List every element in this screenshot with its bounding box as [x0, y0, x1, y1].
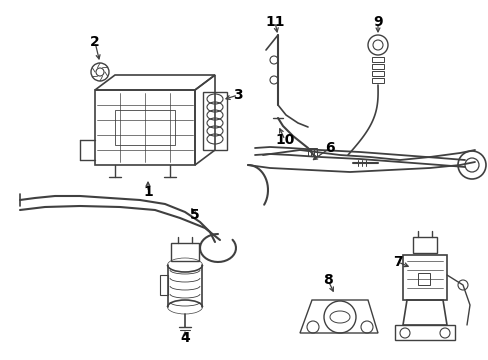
Bar [307, 148, 310, 156]
Bar [371, 71, 383, 76]
Bar [371, 78, 383, 83]
Text: 9: 9 [372, 15, 382, 29]
Bar [310, 148, 313, 156]
Bar [313, 148, 316, 156]
Bar [417, 273, 429, 285]
Text: 1: 1 [143, 185, 153, 199]
Bar [171, 243, 199, 261]
Text: 11: 11 [264, 15, 284, 29]
Text: 6: 6 [325, 141, 334, 155]
Text: 7: 7 [392, 255, 402, 269]
Bar [412, 237, 436, 253]
Text: 2: 2 [90, 35, 100, 49]
Text: 5: 5 [190, 208, 200, 222]
Text: 8: 8 [323, 273, 332, 287]
Text: 10: 10 [275, 133, 294, 147]
Bar [371, 57, 383, 62]
Bar [371, 64, 383, 69]
Text: 3: 3 [233, 88, 243, 102]
Text: 4: 4 [180, 331, 189, 345]
